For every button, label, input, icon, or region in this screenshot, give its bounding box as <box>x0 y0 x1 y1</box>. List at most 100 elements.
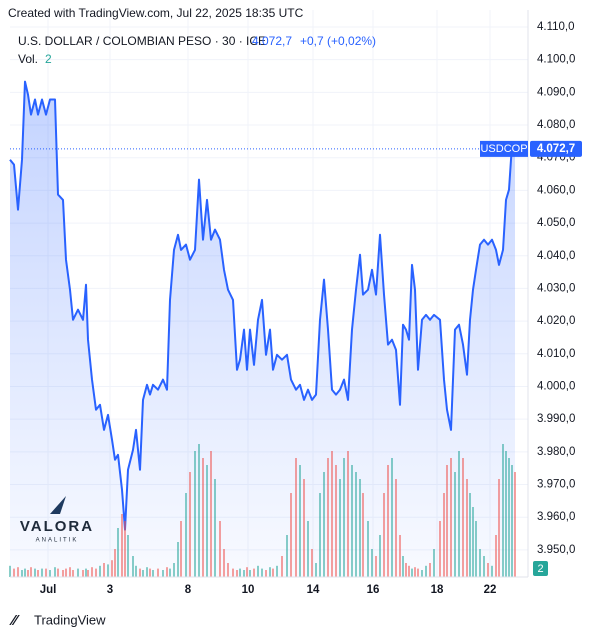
volume-bar <box>9 565 11 577</box>
volume-bar <box>103 563 105 577</box>
volume-bar <box>487 563 489 577</box>
y-tick-label: 4.100,0 <box>537 54 575 66</box>
volume-bar <box>387 465 389 577</box>
volume-bar <box>367 521 369 577</box>
volume-bar <box>157 568 159 577</box>
logo-sub: ANALITIK <box>36 538 79 544</box>
x-tick-label: 16 <box>367 584 380 596</box>
volume-bar <box>472 507 474 577</box>
volume-bar <box>198 444 200 577</box>
volume-bar <box>202 458 204 577</box>
volume-bar <box>253 568 255 577</box>
x-tick-label: 3 <box>107 584 113 596</box>
volume-bar <box>319 493 321 577</box>
volume-bar <box>269 567 271 577</box>
volume-bar <box>491 565 493 577</box>
volume-value: 2 <box>45 52 52 66</box>
volume-bar <box>146 567 148 577</box>
volume-bar <box>177 542 179 577</box>
volume-bar <box>508 458 510 577</box>
volume-bar <box>347 451 349 577</box>
y-tick-label: 3.980,0 <box>537 446 575 458</box>
volume-bar <box>466 479 468 577</box>
plot <box>9 10 528 577</box>
symbol: U.S. DOLLAR / COLOMBIAN PESO · 30 · ICE <box>18 34 266 48</box>
volume-bar <box>249 570 251 577</box>
volume-bar <box>311 549 313 577</box>
volume-bar <box>281 556 283 577</box>
volume-bar <box>411 568 413 577</box>
volume-bar <box>450 458 452 577</box>
volume-bar <box>375 556 377 577</box>
last-price-tag <box>530 140 582 157</box>
volume-bar <box>232 568 234 577</box>
volume-bar <box>511 465 513 577</box>
volume-bar <box>62 570 64 577</box>
volume-bar <box>149 568 151 577</box>
y-tick-label: 4.110,0 <box>537 21 575 33</box>
x-tick-label: 18 <box>431 584 444 596</box>
volume-bar <box>214 479 216 577</box>
volume-bar <box>49 570 51 577</box>
last-price-label: 4.072,7 <box>537 143 575 155</box>
volume-bar <box>27 570 29 577</box>
volume-bar <box>327 458 329 577</box>
volume-bar <box>219 521 221 577</box>
volume-bar <box>95 568 97 577</box>
volume-bar <box>132 556 134 577</box>
volume-bar <box>303 479 305 577</box>
ticker-tag <box>480 140 528 157</box>
volume-bar <box>331 451 333 577</box>
volume-bar <box>185 493 187 577</box>
volume-bar <box>142 570 144 577</box>
volume-bar <box>299 465 301 577</box>
y-tick-label: 4.010,0 <box>537 348 575 360</box>
price: 4.072,7 <box>252 34 292 48</box>
volume-bar <box>433 549 435 577</box>
volume-bar <box>286 535 288 577</box>
x-tick-label: 14 <box>307 584 320 596</box>
volume-bar <box>414 567 416 577</box>
volume-bar <box>152 570 154 577</box>
volume-bar <box>290 493 292 577</box>
volume-bar <box>127 535 129 577</box>
volume-bar <box>17 567 19 577</box>
volume-bar <box>276 565 278 577</box>
volume-bar <box>383 493 385 577</box>
y-tick-label: 4.050,0 <box>537 217 575 229</box>
volume-bar <box>180 521 182 577</box>
y-tick-label: 4.040,0 <box>537 250 575 262</box>
logo-name: VALORA <box>20 518 94 535</box>
volume-bar <box>57 568 59 577</box>
footer-logo: ⁄⁄ <box>9 612 21 629</box>
volume-bar <box>236 570 238 577</box>
volume-bar <box>239 568 241 577</box>
volume-bar <box>210 451 212 577</box>
volume-badge-text: 2 <box>537 563 543 575</box>
volume-bar <box>243 570 245 577</box>
volume-badge <box>533 561 548 576</box>
volume-bar <box>13 568 15 577</box>
volume-bar <box>206 465 208 577</box>
volume-bar <box>351 465 353 577</box>
volume-bar <box>169 568 171 577</box>
volume-bar <box>257 565 259 577</box>
volume-bar <box>462 458 464 577</box>
y-tick-label: 3.960,0 <box>537 511 575 523</box>
volume-bar <box>391 458 393 577</box>
volume-bar <box>139 568 141 577</box>
volume-bar <box>117 528 119 577</box>
volume-bar <box>479 549 481 577</box>
volume-bar <box>402 556 404 577</box>
volume-bar <box>111 560 113 577</box>
volume-bar <box>355 472 357 577</box>
volume-bar <box>85 568 87 577</box>
area <box>10 81 515 577</box>
volume-bar <box>315 563 317 577</box>
volume-bar <box>41 568 43 577</box>
volume-bar <box>24 568 26 577</box>
volume-bar <box>421 570 423 577</box>
price-line <box>9 80 516 531</box>
volume-bar <box>454 472 456 577</box>
volume-bar <box>72 570 74 577</box>
